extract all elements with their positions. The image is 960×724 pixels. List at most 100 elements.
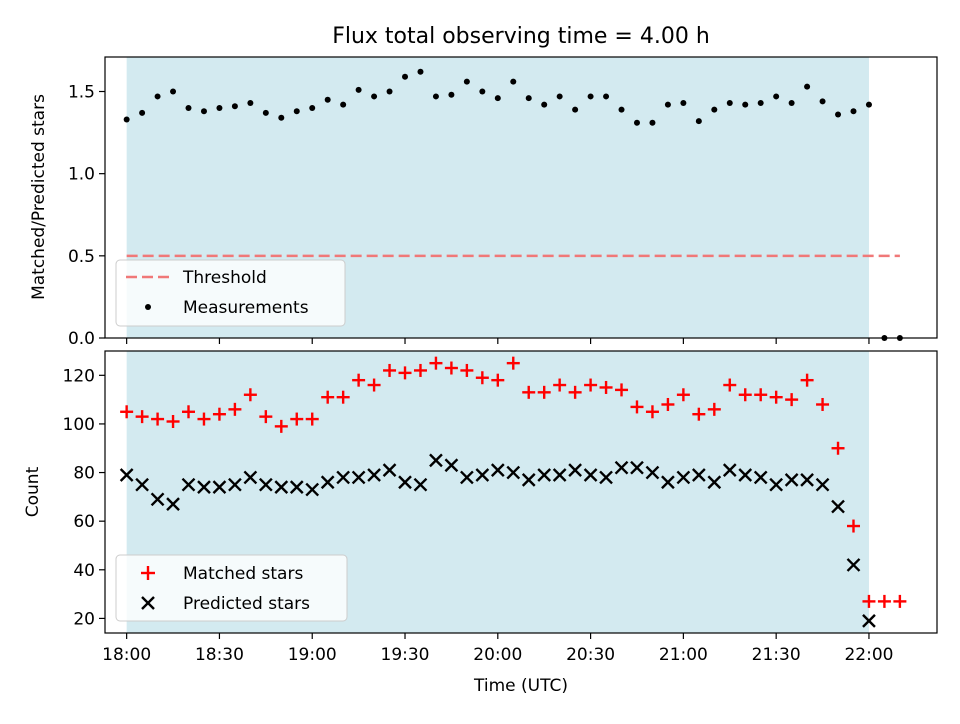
measurement-point <box>185 104 192 111</box>
matched-star-point <box>846 519 860 533</box>
predicted-star-point <box>769 477 784 492</box>
ratio-y-tick-label: 0.5 <box>68 247 95 267</box>
predicted-star-point <box>228 477 242 492</box>
predicted-star-point <box>460 470 474 485</box>
ratio-y-axis-label: Matched/Predicted stars <box>29 94 49 300</box>
predicted-star-point <box>676 470 691 485</box>
predicted-star-point <box>119 468 134 482</box>
ratio-y-axis: 0.0 0.5 1.0 1.5 <box>68 83 105 349</box>
measurement-point <box>835 111 842 118</box>
matched-star-point <box>290 412 304 426</box>
predicted-star-point <box>413 477 428 492</box>
measurement-point <box>494 95 501 102</box>
ratio-panel: 0.0 0.5 1.0 1.5 Matched/Predicted stars Thr… <box>29 56 938 349</box>
matched-star-point <box>738 388 752 402</box>
measurement-point <box>262 109 269 116</box>
predicted-star-point <box>815 477 830 492</box>
legend-predicted-marker <box>141 596 155 610</box>
matched-star-point <box>676 388 690 402</box>
matched-star-point <box>862 594 876 608</box>
matched-star-point <box>259 410 273 424</box>
count-y-tick-label: 60 <box>73 512 95 532</box>
measurement-point <box>417 68 424 75</box>
matched-star-point <box>568 385 582 399</box>
matched-star-point <box>877 594 891 608</box>
count-y-tick-label: 20 <box>73 609 95 629</box>
legend-threshold-label: Threshold <box>182 268 267 288</box>
predicted-star-point <box>691 468 706 482</box>
count-y-tick-label: 120 <box>63 366 95 386</box>
measurement-point <box>139 109 146 116</box>
count-y-axis: 20 40 60 80 100 120 <box>63 366 105 629</box>
predicted-star-point <box>537 468 552 482</box>
matched-star-point <box>460 363 474 377</box>
matched-star-point <box>769 390 783 404</box>
measurement-point <box>757 100 764 107</box>
count-y-tick-label: 100 <box>63 415 95 435</box>
matched-star-point <box>599 380 613 394</box>
predicted-star-point <box>243 470 258 485</box>
predicted-star-point <box>274 480 289 494</box>
measurement-point <box>355 86 362 93</box>
time-x-axis-label: Time (UTC) <box>473 676 568 696</box>
matched-star-point <box>584 378 598 392</box>
predicted-stars-points <box>119 453 876 628</box>
count-y-tick-label: 40 <box>73 561 95 581</box>
matched-star-point <box>475 371 489 385</box>
predicted-star-point <box>800 472 814 487</box>
predicted-star-point <box>336 470 351 485</box>
predicted-star-point <box>661 475 675 490</box>
predicted-star-point <box>599 470 613 485</box>
measurement-point <box>293 108 300 115</box>
count-legend: Matched stars Predicted stars <box>115 554 348 622</box>
measurement-point <box>216 104 223 111</box>
measurement-point <box>742 101 749 108</box>
measurement-points <box>123 68 903 341</box>
predicted-star-point <box>753 470 768 485</box>
measurement-point <box>309 104 316 111</box>
measurement-point <box>618 106 625 113</box>
matched-star-point <box>429 356 443 370</box>
time-x-tick-label: 18:30 <box>195 645 244 665</box>
matched-star-point <box>352 373 366 387</box>
predicted-star-point <box>862 613 876 628</box>
matched-star-point <box>151 412 165 426</box>
predicted-star-point <box>367 468 381 482</box>
measurement-point <box>572 106 579 113</box>
ratio-y-tick-label: 0.0 <box>68 329 95 349</box>
measurement-point <box>479 88 486 95</box>
measurement-point <box>773 93 780 100</box>
predicted-star-point <box>552 468 567 482</box>
count-y-axis-label: Count <box>23 466 43 517</box>
predicted-star-point <box>150 492 165 507</box>
predicted-star-point <box>305 482 320 497</box>
predicted-star-point <box>398 475 412 490</box>
predicted-star-point <box>521 472 536 487</box>
predicted-star-point <box>707 475 722 490</box>
time-x-tick-label: 21:30 <box>752 645 801 665</box>
measurement-point <box>402 73 409 80</box>
legend-measurements-marker <box>145 304 151 310</box>
matched-star-point <box>816 397 830 411</box>
legend-matched-label: Matched stars <box>183 564 303 584</box>
time-x-tick-label: 19:30 <box>381 645 430 665</box>
measurement-point <box>510 78 517 85</box>
matched-star-point <box>754 388 768 402</box>
matched-star-point <box>212 407 226 421</box>
matched-star-point <box>831 441 845 455</box>
predicted-star-point <box>320 475 335 490</box>
measurement-point <box>247 100 254 107</box>
ratio-x-ticks <box>126 338 870 344</box>
predicted-star-point <box>614 460 629 475</box>
measurement-point <box>633 119 640 126</box>
matched-star-point <box>444 361 458 375</box>
ratio-legend: Threshold Measurements <box>115 259 346 327</box>
matched-star-point <box>367 378 381 392</box>
matched-star-point <box>893 594 907 608</box>
measurement-point <box>788 100 795 107</box>
predicted-star-point <box>475 468 490 482</box>
predicted-star-point <box>289 480 304 494</box>
predicted-star-point <box>630 460 644 475</box>
matched-star-point <box>800 373 814 387</box>
matched-star-point <box>336 390 350 404</box>
